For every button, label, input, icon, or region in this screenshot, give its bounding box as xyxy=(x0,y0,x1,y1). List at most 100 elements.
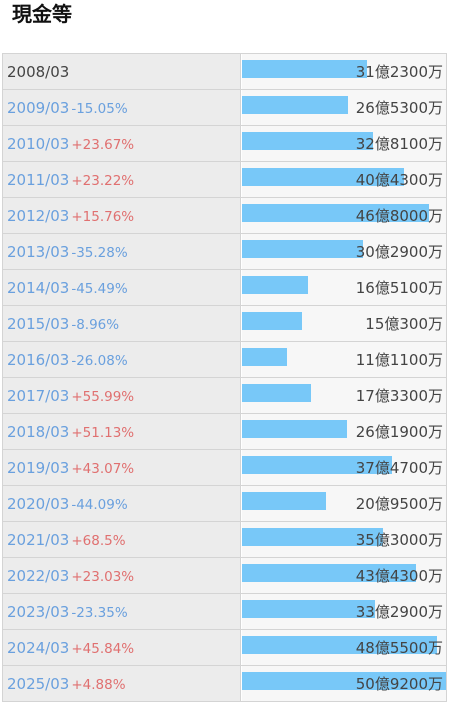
year-cell: 2025/03 +4.88% xyxy=(3,666,241,701)
table-row: 2018/03 +51.13% 26億1900万 xyxy=(3,414,446,450)
bar-cell: 43億4300万 xyxy=(242,558,446,593)
value-bar xyxy=(242,276,308,294)
value-bar xyxy=(242,456,392,474)
cash-table: 2008/03 31億2300万 2009/03 -15.05% 26億5300万 201… xyxy=(2,53,447,702)
value-bar xyxy=(242,60,367,78)
change-percent: +51.13% xyxy=(71,425,135,441)
year-label: 2018/03 xyxy=(7,423,70,441)
year-cell: 2010/03 +23.67% xyxy=(3,126,241,161)
value-label: 33億2900万 xyxy=(355,603,443,621)
value-label: 11億1100万 xyxy=(355,351,443,369)
bar-cell: 20億9500万 xyxy=(242,486,446,521)
table-row: 2012/03 +15.76% 46億8000万 xyxy=(3,198,446,234)
page-title: 現金等 xyxy=(12,2,72,26)
year-label: 2015/03 xyxy=(7,315,70,333)
year-label: 2008/03 xyxy=(7,63,70,81)
bar-cell: 31億2300万 xyxy=(242,54,446,89)
bar-cell: 15億300万 xyxy=(242,306,446,341)
table-row: 2013/03 -35.28% 30億2900万 xyxy=(3,234,446,270)
year-label: 2025/03 xyxy=(7,675,70,693)
table-row: 2023/03 -23.35% 33億2900万 xyxy=(3,594,446,630)
change-percent: +23.67% xyxy=(71,137,135,153)
value-bar xyxy=(242,420,347,438)
value-bar xyxy=(242,636,437,654)
year-label: 2022/03 xyxy=(7,567,70,585)
bar-cell: 48億5500万 xyxy=(242,630,446,665)
change-percent: -26.08% xyxy=(71,353,128,369)
value-bar xyxy=(242,492,326,510)
change-percent: +43.07% xyxy=(71,461,135,477)
bar-cell: 40億4300万 xyxy=(242,162,446,197)
value-label: 37億4700万 xyxy=(355,459,443,477)
value-label: 30億2900万 xyxy=(355,243,443,261)
table-row: 2008/03 31億2300万 xyxy=(3,54,446,90)
value-label: 26億1900万 xyxy=(355,423,443,441)
year-label: 2012/03 xyxy=(7,207,70,225)
table-row: 2019/03 +43.07% 37億4700万 xyxy=(3,450,446,486)
change-percent: -45.49% xyxy=(71,281,128,297)
table-row: 2010/03 +23.67% 32億8100万 xyxy=(3,126,446,162)
year-label: 2009/03 xyxy=(7,99,70,117)
year-cell: 2011/03 +23.22% xyxy=(3,162,241,197)
value-label: 15億300万 xyxy=(365,315,443,333)
year-cell: 2023/03 -23.35% xyxy=(3,594,241,629)
change-percent: +4.88% xyxy=(71,677,126,693)
value-bar xyxy=(242,132,373,150)
value-label: 26億5300万 xyxy=(355,99,443,117)
value-label: 35億3000万 xyxy=(355,531,443,549)
year-label: 2011/03 xyxy=(7,171,70,189)
change-percent: +15.76% xyxy=(71,209,135,225)
year-label: 2010/03 xyxy=(7,135,70,153)
year-cell: 2012/03 +15.76% xyxy=(3,198,241,233)
change-percent: -35.28% xyxy=(71,245,128,261)
year-cell: 2018/03 +51.13% xyxy=(3,414,241,449)
change-percent: +55.99% xyxy=(71,389,135,405)
change-percent: -44.09% xyxy=(71,497,128,513)
year-cell: 2020/03 -44.09% xyxy=(3,486,241,521)
value-bar xyxy=(242,348,287,366)
value-bar xyxy=(242,96,348,114)
value-label: 40億4300万 xyxy=(355,171,443,189)
table-row: 2014/03 -45.49% 16億5100万 xyxy=(3,270,446,306)
bar-cell: 33億2900万 xyxy=(242,594,446,629)
table-row: 2011/03 +23.22% 40億4300万 xyxy=(3,162,446,198)
table-row: 2015/03 -8.96% 15億300万 xyxy=(3,306,446,342)
bar-cell: 26億1900万 xyxy=(242,414,446,449)
year-label: 2023/03 xyxy=(7,603,70,621)
change-percent: +23.22% xyxy=(71,173,135,189)
value-label: 43億4300万 xyxy=(355,567,443,585)
year-label: 2021/03 xyxy=(7,531,70,549)
bar-cell: 16億5100万 xyxy=(242,270,446,305)
value-label: 48億5500万 xyxy=(355,639,443,657)
change-percent: +23.03% xyxy=(71,569,135,585)
table-row: 2024/03 +45.84% 48億5500万 xyxy=(3,630,446,666)
year-cell: 2019/03 +43.07% xyxy=(3,450,241,485)
table-row: 2020/03 -44.09% 20億9500万 xyxy=(3,486,446,522)
change-percent: -8.96% xyxy=(71,317,120,333)
bar-cell: 37億4700万 xyxy=(242,450,446,485)
value-bar xyxy=(242,600,375,618)
value-label: 20億9500万 xyxy=(355,495,443,513)
year-label: 2024/03 xyxy=(7,639,70,657)
bar-cell: 35億3000万 xyxy=(242,522,446,557)
value-bar xyxy=(242,564,416,582)
bar-cell: 17億3300万 xyxy=(242,378,446,413)
change-percent: +45.84% xyxy=(71,641,135,657)
year-label: 2019/03 xyxy=(7,459,70,477)
value-label: 46億8000万 xyxy=(355,207,443,225)
change-percent: -15.05% xyxy=(71,101,128,117)
bar-cell: 50億9200万 xyxy=(242,666,446,701)
value-label: 32億8100万 xyxy=(355,135,443,153)
year-cell: 2009/03 -15.05% xyxy=(3,90,241,125)
value-bar xyxy=(242,240,363,258)
year-label: 2013/03 xyxy=(7,243,70,261)
table-row: 2016/03 -26.08% 11億1100万 xyxy=(3,342,446,378)
bar-cell: 11億1100万 xyxy=(242,342,446,377)
value-label: 50億9200万 xyxy=(355,675,443,693)
table-row: 2009/03 -15.05% 26億5300万 xyxy=(3,90,446,126)
year-cell: 2022/03 +23.03% xyxy=(3,558,241,593)
value-label: 31億2300万 xyxy=(355,63,443,81)
value-bar xyxy=(242,168,404,186)
value-bar xyxy=(242,672,446,690)
year-cell: 2014/03 -45.49% xyxy=(3,270,241,305)
